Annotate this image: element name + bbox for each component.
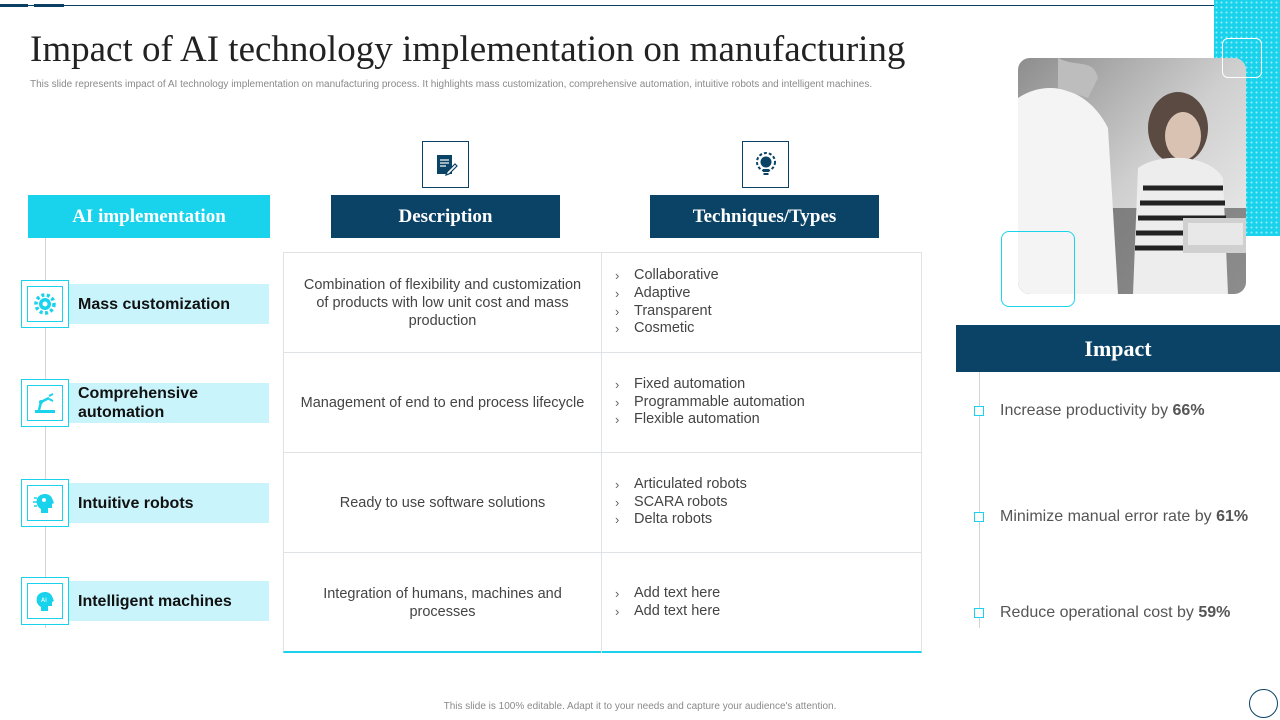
impact-text: Increase productivity by — [1000, 402, 1173, 419]
description-header: Description — [331, 195, 560, 238]
table-row: Management of end to end process lifecyc… — [284, 353, 921, 453]
table-row: Combination of flexibility and customiza… — [284, 253, 921, 353]
description-cell: Combination of flexibility and customiza… — [284, 253, 602, 352]
list-item: › Programmable automation — [615, 393, 805, 410]
top-accent-dash — [34, 4, 64, 7]
techniques-list: › Collaborative › Adaptive › Transparent › C… — [615, 267, 719, 338]
robotic-arm-icon — [21, 379, 69, 427]
techniques-list: › Fixed automation › Programmable automati… — [615, 376, 805, 429]
decorative-square — [1001, 231, 1075, 307]
list-item: › Fixed automation — [615, 375, 746, 392]
table-row: Integration of humans, machines and proc… — [284, 553, 921, 653]
square-bullet-icon — [974, 512, 984, 522]
impact-item: Increase productivity by 66% — [974, 401, 1205, 421]
list-item: › Collaborative — [615, 267, 719, 284]
impact-value: 61% — [1216, 508, 1249, 525]
techniques-cell: › Collaborative › Adaptive › Transparent › C… — [603, 253, 921, 352]
ai-row-intelligent-machines: AI Intelligent machines — [21, 577, 269, 625]
lightbulb-gear-icon — [742, 141, 789, 188]
description-cell: Management of end to end process lifecyc… — [284, 353, 602, 452]
corner-circle-decoration — [1249, 689, 1278, 718]
impact-value: 59% — [1198, 604, 1231, 621]
ai-row-label: Intuitive robots — [69, 483, 269, 523]
impact-item: Minimize manual error rate by 61% — [974, 507, 1248, 527]
table-row: Ready to use software solutions › Articul… — [284, 453, 921, 553]
impact-value: 66% — [1172, 402, 1205, 419]
techniques-cell: › Add text here › Add text here — [603, 553, 921, 653]
list-item: › Cosmetic — [615, 320, 695, 337]
ai-row-comprehensive-automation: Comprehensive automation — [21, 379, 269, 427]
description-cell: Integration of humans, machines and proc… — [284, 553, 602, 653]
ai-implementation-header: AI implementation — [28, 195, 270, 238]
slide-subtitle: This slide represents impact of AI techn… — [30, 79, 873, 90]
impact-text: Minimize manual error rate by — [1000, 508, 1217, 525]
connector-line — [45, 238, 46, 628]
ai-row-label: Mass customization — [69, 284, 269, 324]
list-item: › Adaptive — [615, 284, 691, 301]
list-item: › Add text here — [615, 585, 721, 602]
svg-text:AI: AI — [41, 597, 47, 604]
square-bullet-icon — [974, 608, 984, 618]
top-divider — [0, 5, 1214, 6]
techniques-header: Techniques/Types — [650, 195, 879, 238]
list-item: › Flexible automation — [615, 411, 760, 428]
list-item: › Delta robots — [615, 511, 713, 528]
techniques-list: › Articulated robots › SCARA robots › Delta… — [615, 476, 747, 529]
ai-row-label: Comprehensive automation — [69, 383, 269, 423]
ai-row-intuitive-robots: Intuitive robots — [21, 479, 269, 527]
top-accent-dash — [0, 4, 28, 7]
list-item: › SCARA robots — [615, 493, 728, 510]
decorative-square — [1222, 38, 1262, 78]
techniques-list: › Add text here › Add text here — [615, 585, 720, 620]
list-item: › Add text here — [615, 603, 721, 619]
ai-brain-icon: AI — [21, 577, 69, 625]
team-photo — [1018, 58, 1246, 294]
gear-icon — [21, 280, 69, 328]
footer-note: This slide is 100% editable. Adapt it to… — [443, 701, 837, 712]
list-item: › Transparent — [615, 302, 712, 319]
ai-head-icon — [21, 479, 69, 527]
connector-line — [979, 372, 980, 628]
ai-row-label: Intelligent machines — [69, 581, 269, 621]
impact-item: Reduce operational cost by 59% — [974, 603, 1230, 623]
impact-text: Reduce operational cost by — [1000, 604, 1199, 621]
implementation-table: Combination of flexibility and customiza… — [283, 252, 922, 653]
techniques-cell: › Articulated robots › SCARA robots › Delta… — [603, 453, 921, 552]
square-bullet-icon — [974, 406, 984, 416]
techniques-cell: › Fixed automation › Programmable automati… — [603, 353, 921, 452]
ai-row-mass-customization: Mass customization — [21, 280, 269, 328]
impact-header: Impact — [956, 325, 1280, 372]
description-cell: Ready to use software solutions — [284, 453, 602, 552]
slide-title: Impact of AI technology implementation o… — [30, 29, 906, 70]
document-edit-icon — [422, 141, 469, 188]
list-item: › Articulated robots — [615, 475, 747, 492]
